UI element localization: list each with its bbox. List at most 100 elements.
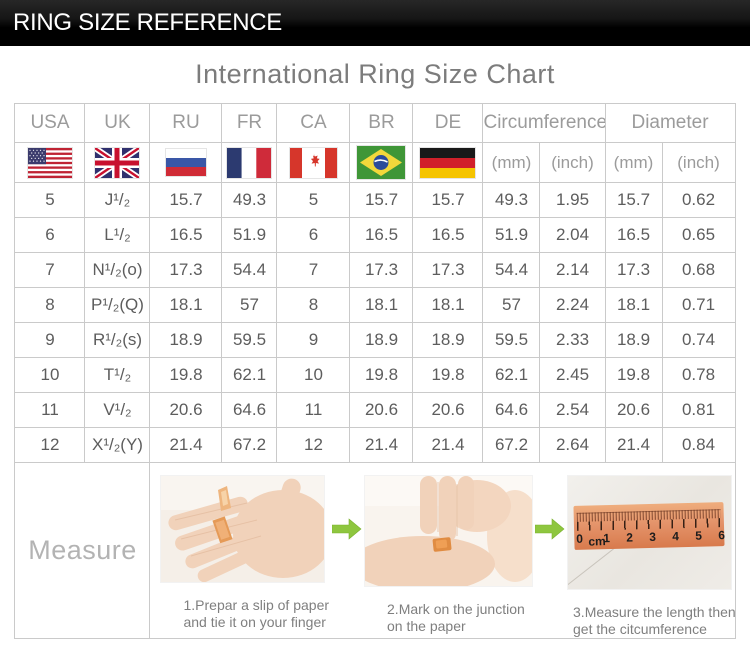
table-cell: 18.1 xyxy=(412,287,484,323)
measure-step-2-caption: 2.Mark on the junction on the paper xyxy=(387,601,525,634)
col-header-uk: UK xyxy=(84,103,151,143)
table-cell: 12 xyxy=(14,427,86,463)
measure-step-3-photo: 0 cm 1 2 3 4 5 6 xyxy=(568,476,732,589)
ruler-numbers: 0 cm 1 2 3 4 5 6 xyxy=(576,528,726,549)
flag-row: (mm) (inch) (mm) (inch) xyxy=(14,142,736,183)
table-cell: 2.33 xyxy=(539,322,606,358)
table-cell: 57 xyxy=(221,287,278,323)
table-cell: 67.2 xyxy=(482,427,541,463)
france-flag-icon xyxy=(226,146,273,179)
table-cell: 10 xyxy=(14,357,86,393)
table-cell: 20.6 xyxy=(604,392,663,428)
table-cell: X¹/₂(Y) xyxy=(84,427,151,463)
table-cell: 9 xyxy=(276,322,351,358)
table-cell: 57 xyxy=(482,287,541,323)
col-header-fr: FR xyxy=(221,103,278,143)
table-cell: 15.7 xyxy=(412,182,484,218)
col-header-circumference: Circumference xyxy=(482,103,606,143)
table-cell: 20.6 xyxy=(149,392,223,428)
table-cell: 18.9 xyxy=(412,322,484,358)
table-cell: 5 xyxy=(14,182,86,218)
measure-step-2: 2.Mark on the junction on the paper xyxy=(365,476,533,635)
table-cell: 2.04 xyxy=(539,217,606,253)
table-cell: 12 xyxy=(276,427,351,463)
table-cell: 51.9 xyxy=(221,217,278,253)
table-cell: 19.8 xyxy=(349,357,414,393)
sub-header-dia-mm: (mm) xyxy=(604,142,663,183)
table-cell: 8 xyxy=(276,287,351,323)
table-row: 12 X¹/₂(Y) 21.4 67.2 12 21.4 21.4 67.2 2.64 21.4 0… xyxy=(14,427,736,463)
table-cell: 49.3 xyxy=(221,182,278,218)
table-cell: 17.3 xyxy=(604,252,663,288)
header-bar: RING SIZE REFERENCE xyxy=(0,0,750,46)
table-cell: 19.8 xyxy=(149,357,223,393)
table-cell: 7 xyxy=(14,252,86,288)
hand-with-paper-illustration xyxy=(161,476,325,582)
table-cell: 17.3 xyxy=(149,252,223,288)
table-cell: 51.9 xyxy=(482,217,541,253)
table-cell: 21.4 xyxy=(412,427,484,463)
table-cell: N¹/₂(o) xyxy=(84,252,151,288)
table-cell: 62.1 xyxy=(221,357,278,393)
measure-step-1-caption: 1.Prepar a slip of paper and tie it on y… xyxy=(183,597,330,630)
table-cell: 18.9 xyxy=(149,322,223,358)
measure-row: Measure xyxy=(14,462,736,639)
table-cell: 0.78 xyxy=(661,357,736,393)
table-cell: 49.3 xyxy=(482,182,541,218)
table-row: 10 T¹/₂ 19.8 62.1 10 19.8 19.8 62.1 2.45 19.8 0.78 xyxy=(14,357,736,393)
table-cell: 15.7 xyxy=(349,182,414,218)
table-cell: V¹/₂ xyxy=(84,392,151,428)
table-cell: 19.8 xyxy=(604,357,663,393)
table-cell: 21.4 xyxy=(349,427,414,463)
measure-label: Measure xyxy=(14,462,151,639)
table-cell: 59.5 xyxy=(221,322,278,358)
table-cell: 2.54 xyxy=(539,392,606,428)
table-cell: T¹/₂ xyxy=(84,357,151,393)
measure-steps: 1.Prepar a slip of paper and tie it on y… xyxy=(151,464,736,638)
size-table-body: 5 J¹/₂ 15.7 49.3 5 15.7 15.7 49.3 1.95 15.7 0.62 6 L… xyxy=(14,182,736,463)
paper-edge-line xyxy=(568,544,619,589)
col-header-diameter: Diameter xyxy=(604,103,736,143)
table-cell: 18.9 xyxy=(349,322,414,358)
table-cell: 62.1 xyxy=(482,357,541,393)
page-title: International Ring Size Chart xyxy=(195,59,555,89)
header-bar-title: RING SIZE REFERENCE xyxy=(13,9,282,36)
col-header-ca: CA xyxy=(276,103,351,143)
col-header-ru: RU xyxy=(149,103,223,143)
table-cell: 11 xyxy=(276,392,351,428)
table-cell: 18.1 xyxy=(604,287,663,323)
table-row: 9 R¹/₂(s) 18.9 59.5 9 18.9 18.9 59.5 2.33 18.9 0.7… xyxy=(14,322,736,358)
table-cell: 0.65 xyxy=(661,217,736,253)
table-cell: 16.5 xyxy=(149,217,223,253)
col-header-br: BR xyxy=(349,103,414,143)
table-cell: 17.3 xyxy=(412,252,484,288)
col-header-usa: USA xyxy=(14,103,86,143)
table-cell: 8 xyxy=(14,287,86,323)
table-cell: 11 xyxy=(14,392,86,428)
measure-step-1-photo xyxy=(161,476,325,582)
table-cell: 6 xyxy=(276,217,351,253)
table-cell: 2.64 xyxy=(539,427,606,463)
table-cell: 67.2 xyxy=(221,427,278,463)
sub-header-circ-mm: (mm) xyxy=(482,142,541,183)
arrow-right-icon xyxy=(534,518,565,545)
arrow-right-icon xyxy=(331,518,362,545)
table-cell: 0.84 xyxy=(661,427,736,463)
measure-step-3: 0 cm 1 2 3 4 5 6 xyxy=(568,476,736,638)
measure-step-3-caption: 3.Measure the length then get the citcum… xyxy=(573,604,736,637)
table-cell: 18.1 xyxy=(149,287,223,323)
measure-step-1: 1.Prepar a slip of paper and tie it on y… xyxy=(161,476,329,631)
table-cell: 0.71 xyxy=(661,287,736,323)
table-cell: 19.8 xyxy=(412,357,484,393)
table-cell: 1.95 xyxy=(539,182,606,218)
table-cell: L¹/₂ xyxy=(84,217,151,253)
table-cell: R¹/₂(s) xyxy=(84,322,151,358)
uk-flag-icon xyxy=(94,146,141,179)
ruler-strip: 0 cm 1 2 3 4 5 6 xyxy=(573,502,726,550)
table-cell: 18.9 xyxy=(604,322,663,358)
table-cell: 15.7 xyxy=(604,182,663,218)
table-cell: 17.3 xyxy=(349,252,414,288)
table-cell: 0.68 xyxy=(661,252,736,288)
table-cell: 21.4 xyxy=(149,427,223,463)
table-cell: 10 xyxy=(276,357,351,393)
